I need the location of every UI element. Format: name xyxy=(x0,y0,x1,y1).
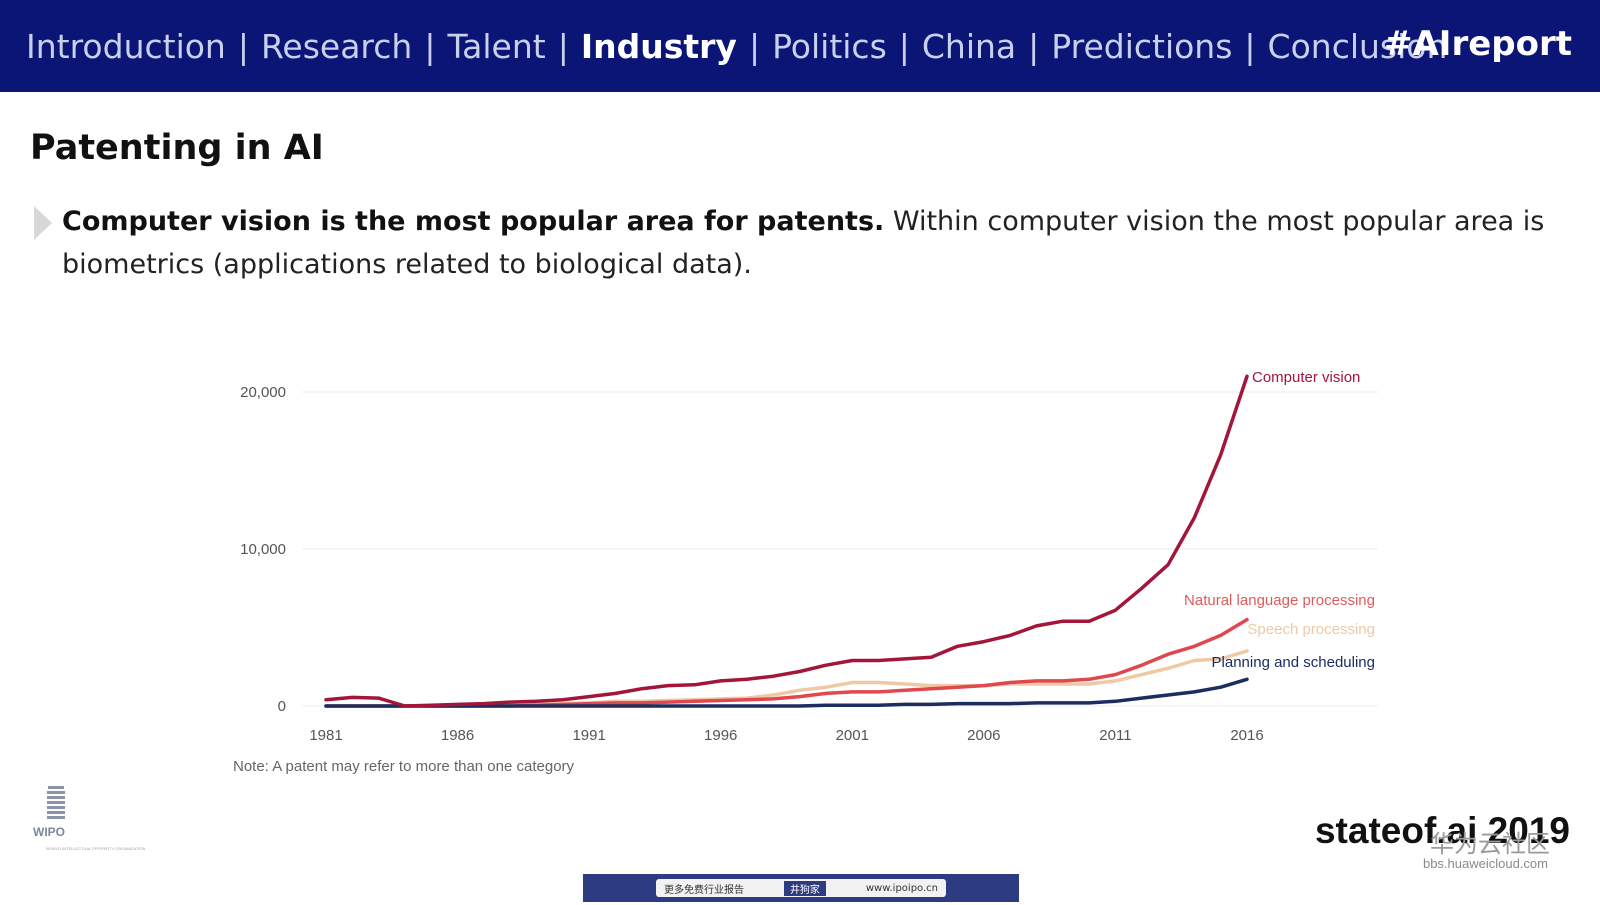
banner-right-text: www.ipoipo.cn xyxy=(865,882,938,894)
x-tick-label: 1986 xyxy=(441,727,474,744)
summary-text: Computer vision is the most popular area… xyxy=(62,200,1562,286)
summary-bold: Computer vision is the most popular area… xyxy=(62,206,885,237)
y-tick-label: 10,000 xyxy=(240,541,286,558)
nav-separator: | xyxy=(424,26,436,66)
nav-separator: | xyxy=(898,26,910,66)
nav-item-conclusion[interactable]: Conclusion xyxy=(1267,26,1448,66)
nav-item-talent[interactable]: Talent xyxy=(447,26,546,66)
wipo-logo: WIPO WORLD INTELLECTUAL PROPERTY ORGANIZ… xyxy=(30,780,150,860)
watermark-chinese: 华为云社区 xyxy=(1430,830,1550,858)
series-label-planning-and-scheduling: Planning and scheduling xyxy=(1212,654,1375,671)
x-tick-label: 2006 xyxy=(967,727,1000,744)
series-label-natural-language-processing: Natural language processing xyxy=(1184,592,1375,609)
x-tick-label: 2011 xyxy=(1099,727,1131,744)
x-tick-label: 2016 xyxy=(1230,727,1263,744)
top-nav-bar: Introduction | Research | Talent | Industry | Po… xyxy=(0,0,1600,92)
nav-item-introduction[interactable]: Introduction xyxy=(26,26,226,66)
y-tick-label: 20,000 xyxy=(240,384,286,401)
watermark-url: bbs.huaweicloud.com xyxy=(1422,856,1548,871)
page-title: Patenting in AI xyxy=(30,128,324,168)
chart-note: Note: A patent may refer to more than on… xyxy=(233,758,575,775)
nav-separator: | xyxy=(557,26,569,66)
nav-item-china[interactable]: China xyxy=(921,26,1017,66)
summary-rest: Within computer vision the most popular … xyxy=(62,206,1545,280)
series-label-computer-vision: Computer vision xyxy=(1252,369,1360,386)
banner-inner: 更多免费行业报告 井狗家 www.ipoipo.cn xyxy=(656,879,946,897)
x-tick-label: 1991 xyxy=(572,727,605,744)
hashtag-label: #AIreport xyxy=(1384,24,1572,64)
bottom-banner[interactable]: 更多免费行业报告 井狗家 www.ipoipo.cn xyxy=(583,874,1019,902)
series-label-speech-processing: Speech processing xyxy=(1247,621,1375,638)
nav-items: Introduction | Research | Talent | Industry | Po… xyxy=(26,27,1447,66)
nav-separator: | xyxy=(1028,26,1040,66)
x-tick-label: 2001 xyxy=(836,727,869,744)
x-axis-ticks: 1981 1986 1991 1996 2001 2006 2011 2016 xyxy=(309,727,1263,744)
brand-label: stateof.ai 2019 xyxy=(1314,810,1570,851)
nav-separator: | xyxy=(237,26,249,66)
series-lines xyxy=(324,374,1249,708)
wipo-logo-subtext: WORLD INTELLECTUAL PROPERTY ORGANIZATION xyxy=(46,846,146,851)
nav-item-predictions[interactable]: Predictions xyxy=(1051,26,1233,66)
bullet-triangle-icon xyxy=(34,206,52,240)
x-tick-label: 1981 xyxy=(309,727,342,744)
series-labels: Computer vision Natural language processi… xyxy=(1184,369,1375,671)
nav-item-research[interactable]: Research xyxy=(260,26,413,66)
x-tick-label: 1996 xyxy=(704,727,737,744)
nav-separator: | xyxy=(1244,26,1256,66)
y-tick-label: 0 xyxy=(278,698,286,715)
series-line-computer-vision xyxy=(324,374,1249,708)
wipo-logo-text: WIPO xyxy=(33,825,65,839)
banner-mid-text: 井狗家 xyxy=(783,880,826,896)
banner-left-text: 更多免费行业报告 xyxy=(664,884,744,896)
nav-item-industry[interactable]: Industry xyxy=(580,26,737,66)
nav-item-politics[interactable]: Politics xyxy=(772,26,887,66)
series-line-planning-and-scheduling xyxy=(324,677,1249,708)
wipo-logo-graphic: WIPO WORLD INTELLECTUAL PROPERTY ORGANIZ… xyxy=(33,786,146,851)
nav-separator: | xyxy=(748,26,761,66)
y-axis-ticks: 0 10,000 20,000 xyxy=(240,384,286,715)
